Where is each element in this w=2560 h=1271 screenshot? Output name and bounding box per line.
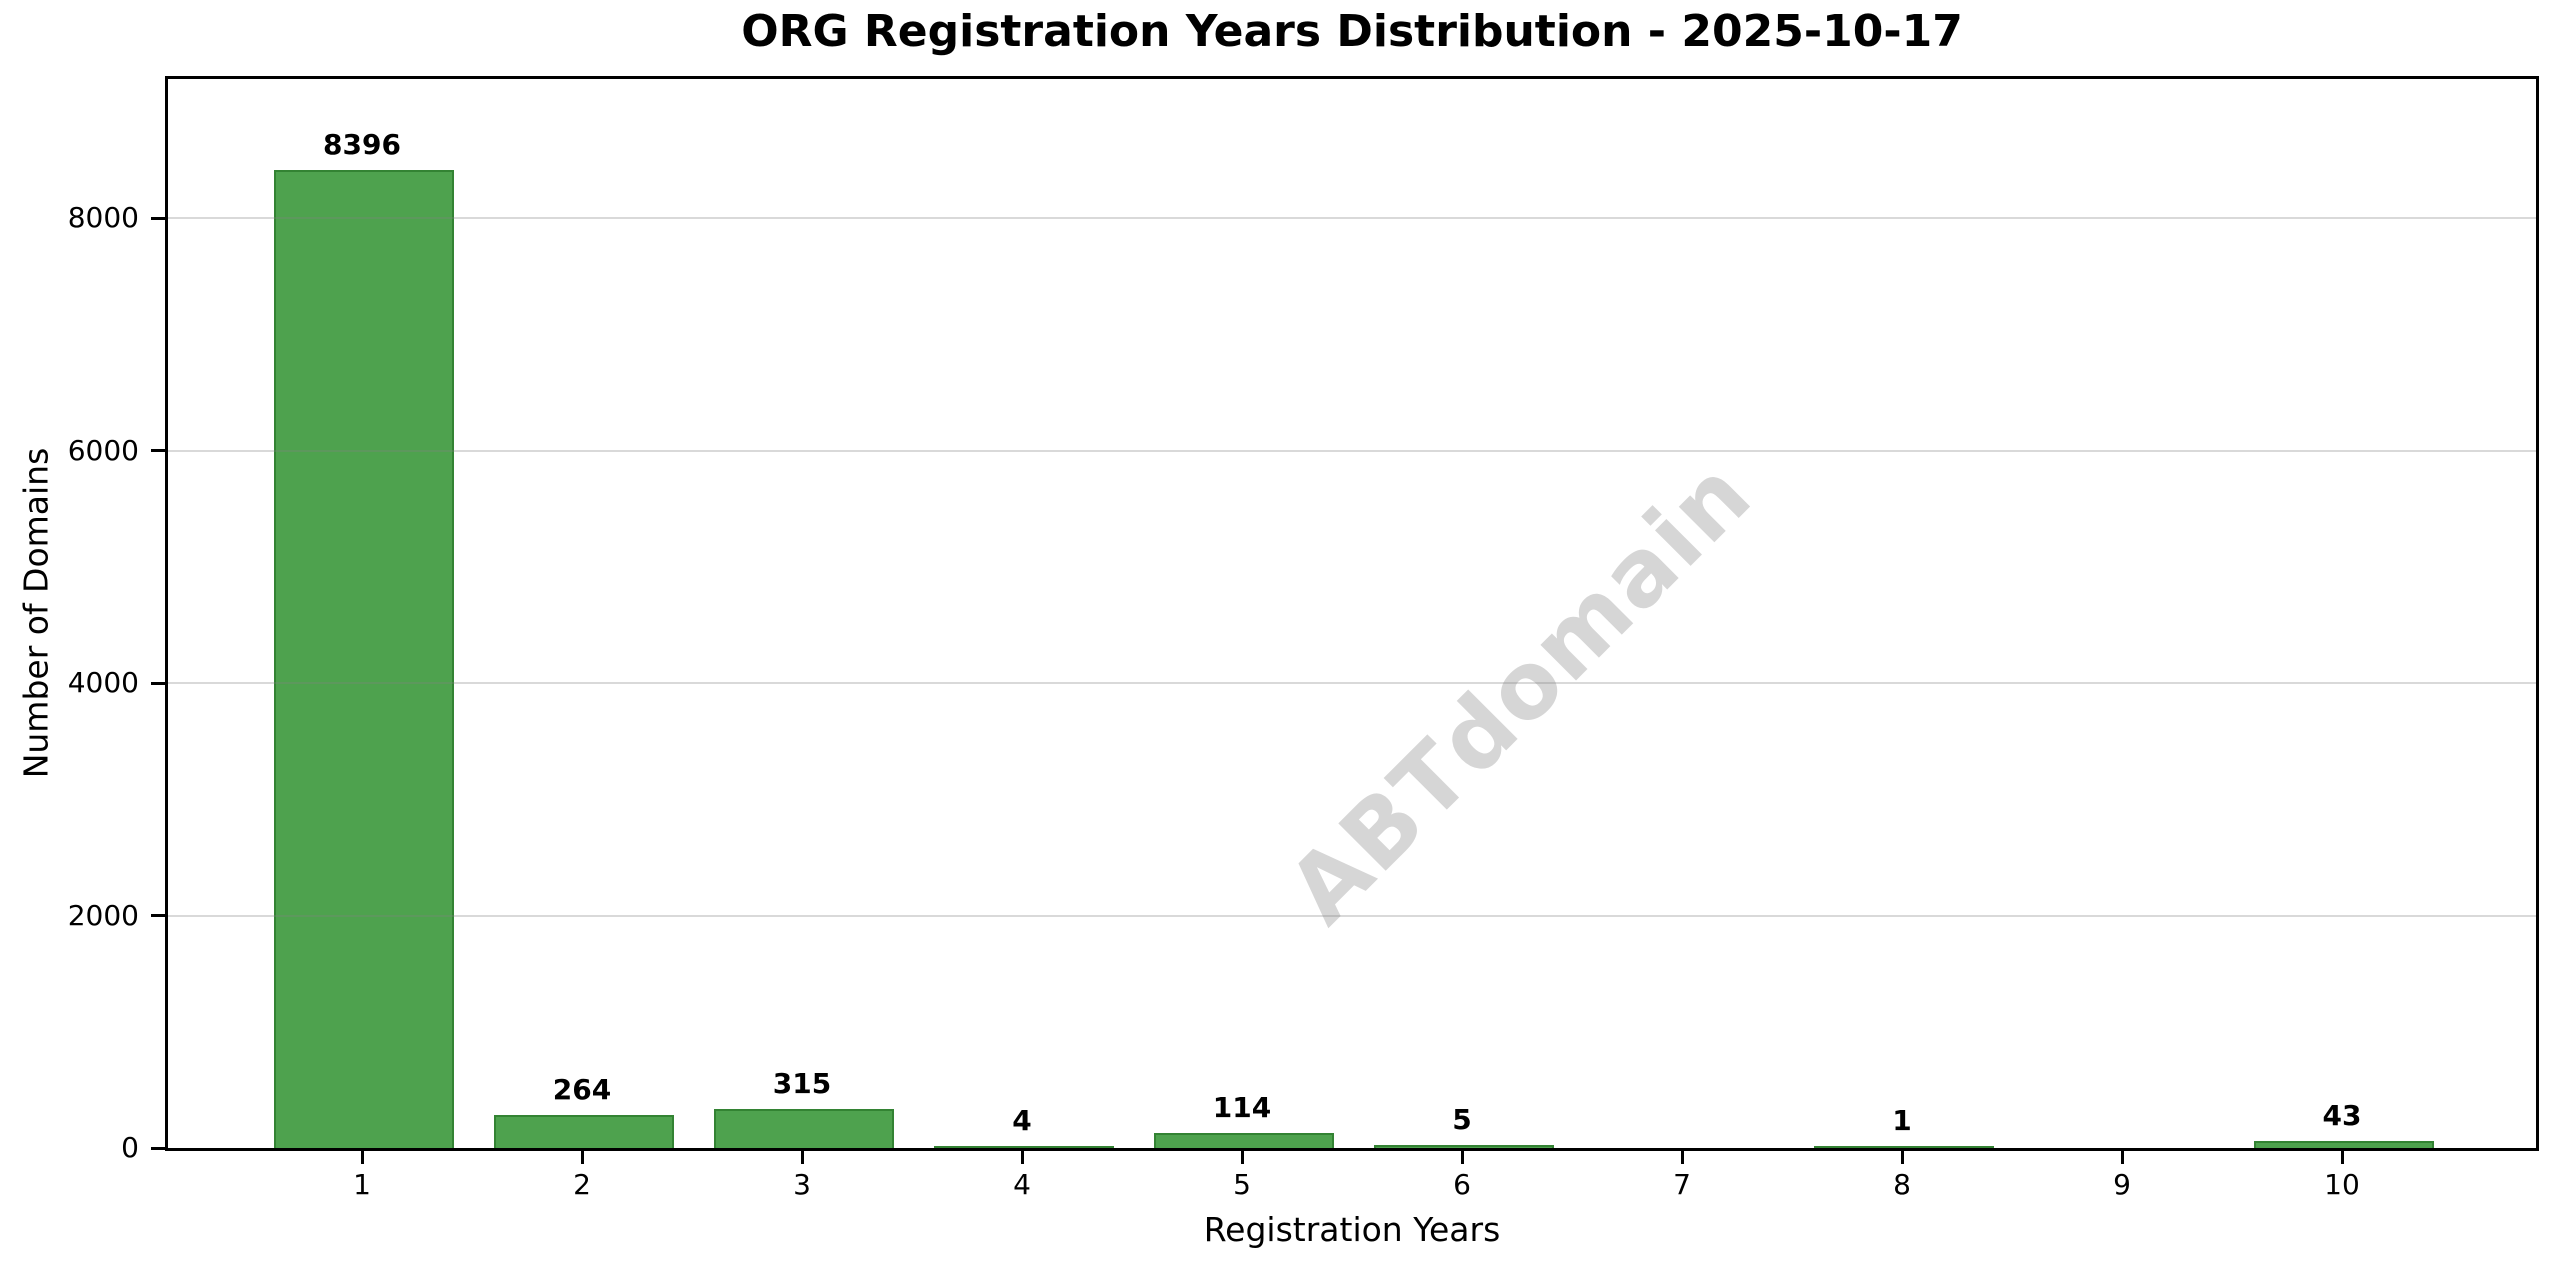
bar-value-label-year-1: 8396	[323, 127, 401, 161]
gridline-y2000	[168, 914, 2536, 917]
bar-value-label-year-8: 1	[1892, 1103, 1912, 1137]
x-tick-label-1: 1	[353, 1168, 371, 1201]
y-tick-label-2000: 2000	[67, 898, 139, 932]
y-tick-label-6000: 6000	[67, 433, 139, 467]
y-tick-4000	[151, 681, 165, 685]
bar-year-1	[274, 169, 454, 1148]
bar-year-6	[1374, 1145, 1554, 1148]
gridline-y8000	[168, 217, 2536, 219]
bar-year-10	[2254, 1141, 2434, 1148]
chart-title: ORG Registration Years Distribution - 20…	[741, 6, 1963, 57]
x-tick-label-2: 2	[573, 1168, 591, 1201]
x-tick-label-5: 5	[1233, 1168, 1251, 1201]
gridline-y4000	[168, 682, 2536, 684]
watermark: ABTdomain	[1267, 439, 1773, 945]
plot-area: ABTdomain	[165, 76, 2539, 1151]
x-tick-label-6: 6	[1453, 1168, 1471, 1201]
bar-value-label-year-4: 4	[1012, 1103, 1032, 1137]
y-tick-0	[151, 1146, 165, 1150]
x-tick-label-4: 4	[1013, 1168, 1031, 1201]
x-tick-label-8: 8	[1893, 1168, 1911, 1201]
x-tick-6	[1461, 1151, 1464, 1164]
bar-value-label-year-10: 43	[2322, 1099, 2362, 1132]
x-tick-label-3: 3	[793, 1168, 811, 1201]
x-tick-label-9: 9	[2113, 1168, 2131, 1201]
x-tick-4	[1021, 1151, 1024, 1164]
y-tick-8000	[151, 216, 165, 220]
y-tick-label-4000: 4000	[67, 666, 139, 699]
y-tick-label-8000: 8000	[67, 201, 139, 234]
bar-year-4	[934, 1145, 1114, 1148]
gridline-y6000	[168, 449, 2536, 452]
x-tick-7	[1681, 1151, 1684, 1164]
x-tick-10	[2341, 1151, 2344, 1164]
x-tick-label-7: 7	[1673, 1168, 1691, 1201]
x-tick-9	[2121, 1151, 2124, 1164]
bar-year-2	[494, 1115, 674, 1148]
y-tick-6000	[151, 449, 165, 452]
y-axis-label: Number of Domains	[16, 447, 56, 779]
bar-value-label-year-5: 114	[1212, 1090, 1272, 1124]
x-tick-3	[801, 1151, 804, 1164]
x-axis-label: Registration Years	[1203, 1210, 1501, 1249]
x-tick-8	[1901, 1151, 1904, 1164]
x-tick-1	[361, 1151, 364, 1164]
bar-value-label-year-2: 264	[552, 1073, 612, 1107]
x-tick-label-10: 10	[2324, 1168, 2360, 1201]
y-tick-label-0: 0	[121, 1131, 139, 1164]
bar-year-8	[1814, 1145, 1994, 1148]
bar-value-label-year-6: 5	[1452, 1103, 1472, 1137]
bar-value-label-year-3: 315	[772, 1067, 832, 1101]
y-tick-2000	[151, 914, 165, 917]
x-tick-2	[581, 1151, 584, 1164]
x-tick-5	[1241, 1151, 1244, 1164]
bar-year-5	[1154, 1132, 1334, 1148]
bar-year-3	[714, 1109, 894, 1148]
